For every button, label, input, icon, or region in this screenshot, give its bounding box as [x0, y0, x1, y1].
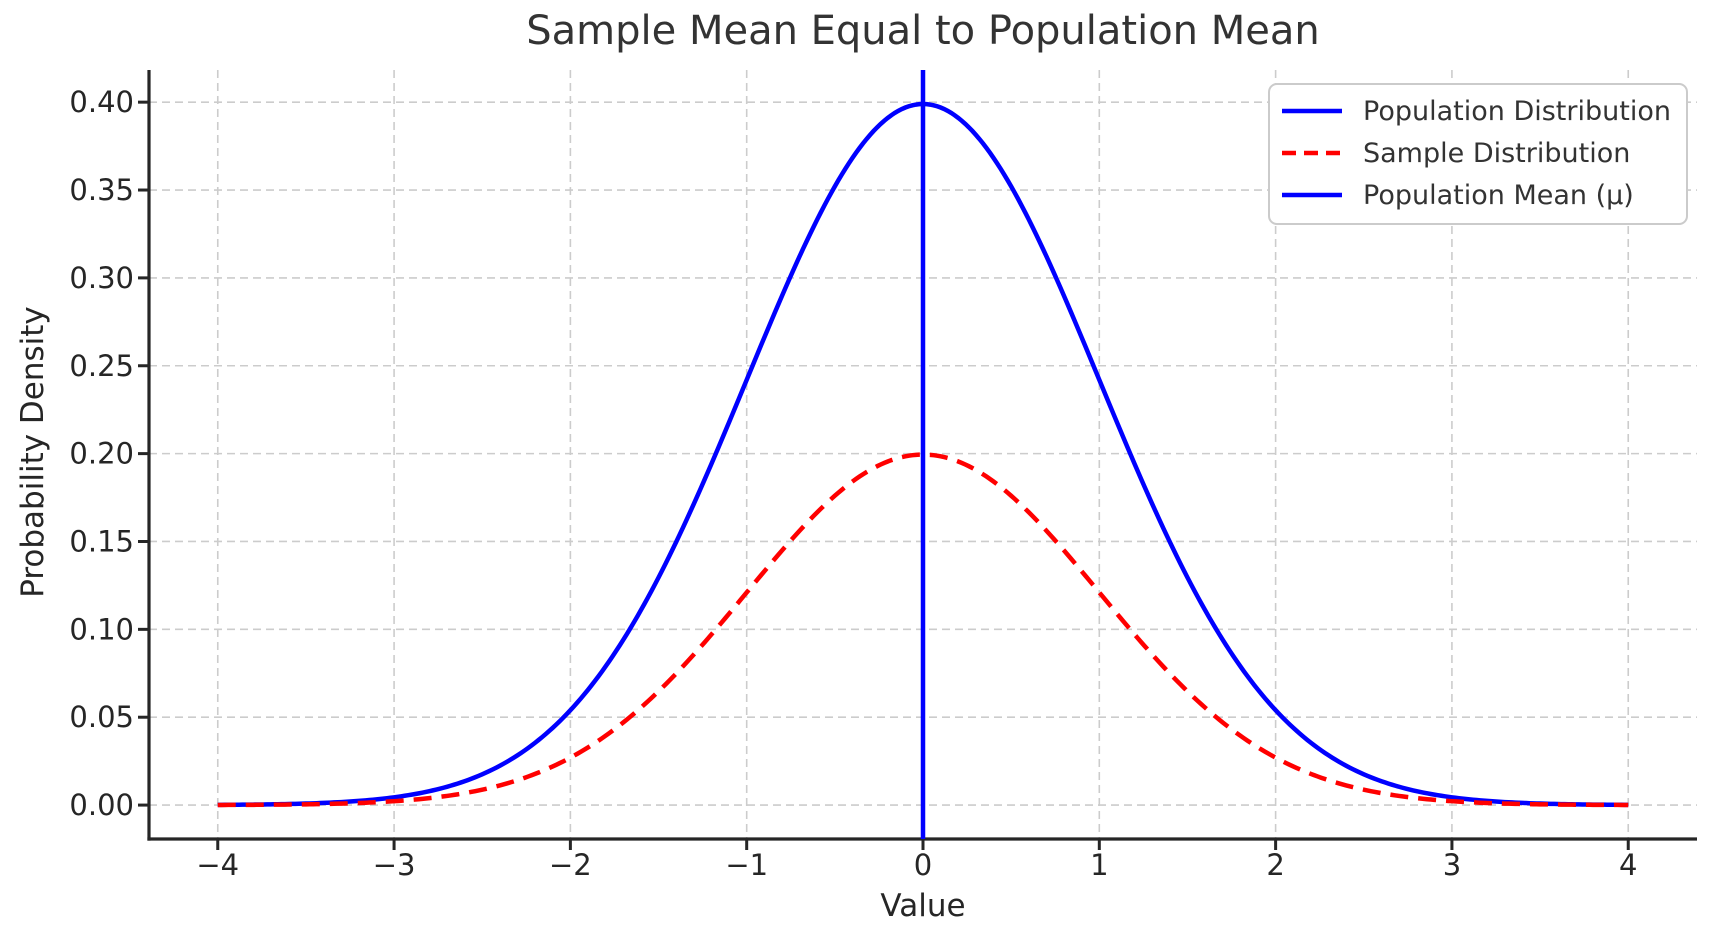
x-axis-label: Value — [880, 888, 966, 924]
legend-label: Population Mean (μ) — [1363, 179, 1634, 211]
legend-line-solid-blue-icon — [1282, 108, 1342, 114]
legend-line-solid-blue-icon — [1282, 192, 1342, 198]
y-tick-label: 0.00 — [69, 788, 134, 822]
y-tick-label: 0.15 — [69, 524, 134, 558]
y-tick-label: 0.10 — [69, 612, 134, 646]
y-tick-label: 0.40 — [69, 85, 134, 119]
x-tick-label: −4 — [196, 848, 239, 882]
x-tick-label: 4 — [1619, 848, 1637, 882]
chart-title: Sample Mean Equal to Population Mean — [526, 8, 1320, 54]
legend-item-population-mean: Population Mean (μ) — [1279, 174, 1676, 216]
x-tick-label: −2 — [549, 848, 592, 882]
curve-sample-distribution — [217, 452, 1629, 808]
x-tick-label: −1 — [725, 848, 768, 882]
x-tick-label: −3 — [373, 848, 416, 882]
x-tick-label: 3 — [1443, 848, 1461, 882]
x-tick-label: 0 — [914, 848, 932, 882]
x-tick-label: 2 — [1266, 848, 1284, 882]
y-axis-label: Probability Density — [15, 306, 51, 598]
y-tick-label: 0.35 — [69, 173, 134, 207]
legend-line-dashed-red-icon — [1282, 150, 1342, 156]
x-tick-label: 1 — [1090, 848, 1108, 882]
y-tick-label: 0.30 — [69, 261, 134, 295]
y-tick-label: 0.25 — [69, 349, 134, 383]
y-tick-label: 0.05 — [69, 700, 134, 734]
legend-label: Population Distribution — [1363, 95, 1671, 127]
legend-label: Sample Distribution — [1363, 137, 1631, 169]
legend-item-population-distribution: Population Distribution — [1279, 90, 1676, 132]
legend-item-sample-distribution: Sample Distribution — [1279, 132, 1676, 174]
y-tick-label: 0.20 — [69, 437, 134, 471]
legend: Population Distribution Sample Distribut… — [1268, 83, 1688, 225]
